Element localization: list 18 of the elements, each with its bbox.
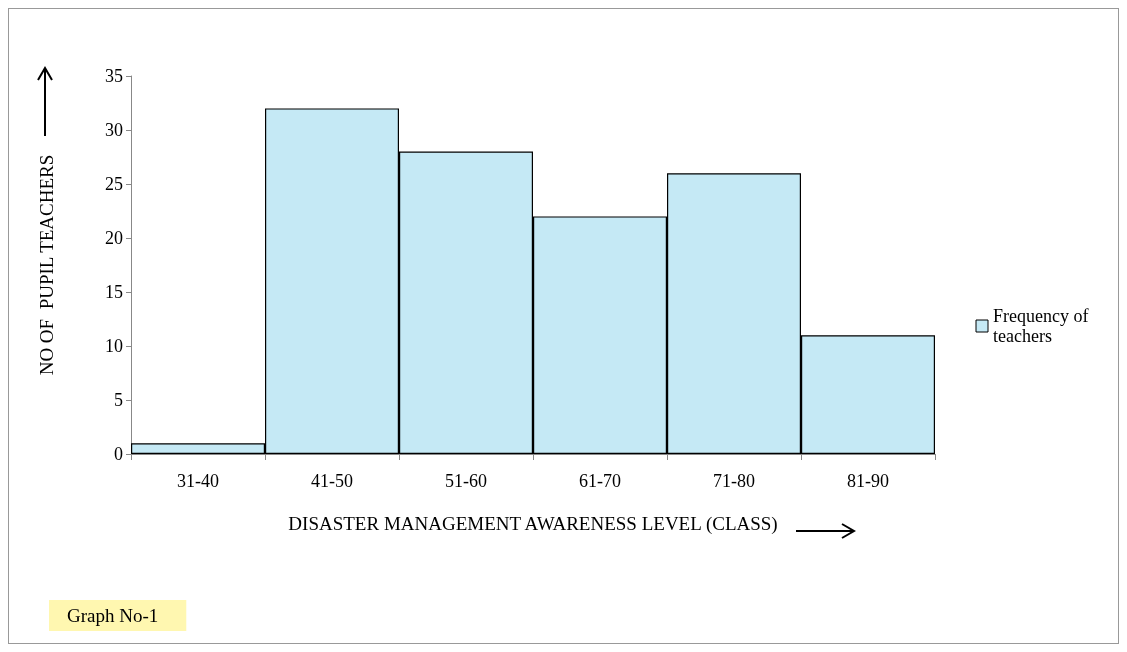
x-tick-label: 81-90 bbox=[847, 471, 889, 491]
y-tick-label: 0 bbox=[114, 444, 123, 464]
x-tick-label: 31-40 bbox=[177, 471, 219, 491]
y-tick-label: 15 bbox=[105, 282, 123, 302]
x-tick-label: 61-70 bbox=[579, 471, 621, 491]
x-axis-title: DISASTER MANAGEMENT AWARENESS LEVEL (CLASS) bbox=[288, 513, 778, 535]
x-tick-label: 71-80 bbox=[713, 471, 755, 491]
y-tick-label: 30 bbox=[105, 120, 123, 140]
y-tick-label: 20 bbox=[105, 228, 123, 248]
x-tick-label: 51-60 bbox=[445, 471, 487, 491]
legend-label: Frequency of teachers bbox=[993, 306, 1093, 346]
y-tick-label: 25 bbox=[105, 174, 123, 194]
text: Graph No-1 bbox=[67, 605, 159, 626]
y-tick-label: 35 bbox=[105, 66, 123, 86]
y-tick-label: 10 bbox=[105, 336, 123, 356]
x-tick-label: 41-50 bbox=[311, 471, 353, 491]
y-tick-label: 5 bbox=[114, 390, 123, 410]
y-axis-title: NO OF PUPIL TEACHERS bbox=[36, 154, 57, 376]
